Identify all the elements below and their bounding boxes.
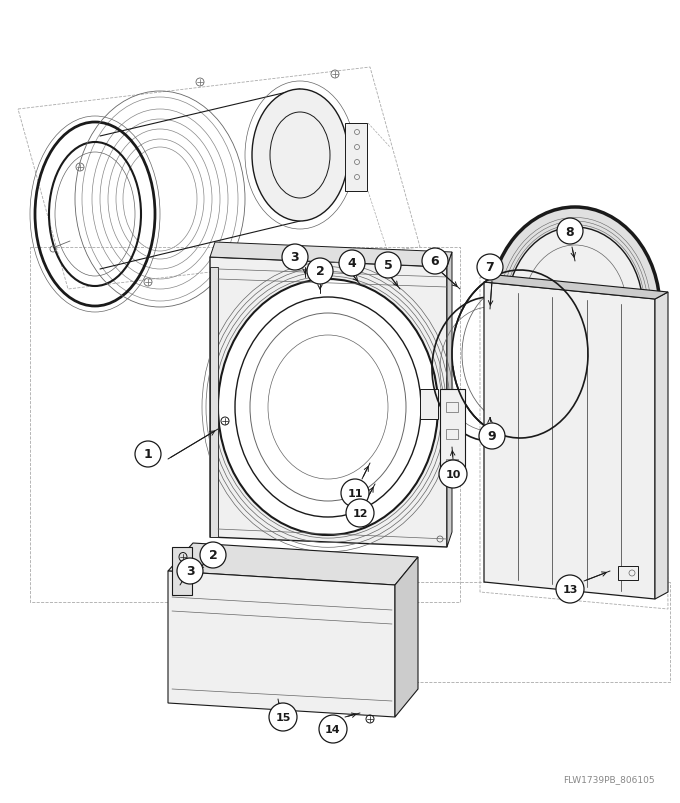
Text: 2: 2 (316, 265, 324, 278)
Text: 9: 9 (488, 430, 496, 443)
Polygon shape (485, 410, 502, 431)
Circle shape (339, 251, 365, 277)
Text: 13: 13 (562, 585, 578, 594)
Circle shape (346, 499, 374, 528)
Bar (446, 459, 458, 470)
Polygon shape (484, 283, 655, 599)
Circle shape (135, 442, 161, 467)
Circle shape (200, 542, 226, 569)
Text: 10: 10 (445, 470, 460, 479)
Ellipse shape (252, 90, 348, 222)
Text: 1: 1 (143, 448, 152, 461)
Circle shape (477, 255, 503, 281)
Text: FLW1739PB_806105: FLW1739PB_806105 (563, 774, 655, 783)
Polygon shape (447, 253, 452, 548)
Bar (446, 430, 458, 439)
Bar (420, 389, 438, 419)
Text: 3: 3 (290, 251, 299, 264)
Circle shape (439, 460, 467, 488)
Text: 5: 5 (384, 259, 392, 272)
Bar (30, 247, 460, 602)
Bar (172, 548, 192, 595)
Ellipse shape (218, 279, 438, 536)
Text: 2: 2 (209, 548, 218, 562)
Bar (446, 402, 458, 413)
Circle shape (282, 245, 308, 271)
Polygon shape (168, 544, 418, 585)
Text: 4: 4 (347, 257, 356, 270)
Circle shape (269, 703, 297, 731)
Text: 11: 11 (347, 488, 362, 499)
Bar (345, 124, 367, 192)
Ellipse shape (490, 208, 660, 411)
Ellipse shape (507, 228, 643, 392)
Text: 15: 15 (275, 712, 290, 722)
Text: 8: 8 (566, 225, 575, 238)
Circle shape (557, 218, 583, 245)
Bar (350, 582, 670, 683)
Polygon shape (395, 557, 418, 717)
Circle shape (422, 249, 448, 275)
Circle shape (556, 575, 584, 603)
Circle shape (177, 558, 203, 585)
Circle shape (307, 259, 333, 284)
Text: 3: 3 (186, 565, 194, 578)
Text: 6: 6 (430, 255, 439, 268)
Polygon shape (210, 243, 452, 267)
Circle shape (375, 253, 401, 279)
Polygon shape (484, 275, 668, 300)
Bar (210, 267, 218, 537)
Text: 14: 14 (325, 724, 341, 734)
Polygon shape (168, 571, 395, 717)
Bar (618, 566, 638, 581)
Polygon shape (210, 258, 447, 548)
Text: 7: 7 (486, 261, 494, 274)
Circle shape (319, 715, 347, 743)
Circle shape (341, 479, 369, 507)
Bar (440, 389, 465, 478)
Circle shape (479, 423, 505, 450)
Text: 12: 12 (352, 508, 368, 519)
Polygon shape (655, 292, 668, 599)
